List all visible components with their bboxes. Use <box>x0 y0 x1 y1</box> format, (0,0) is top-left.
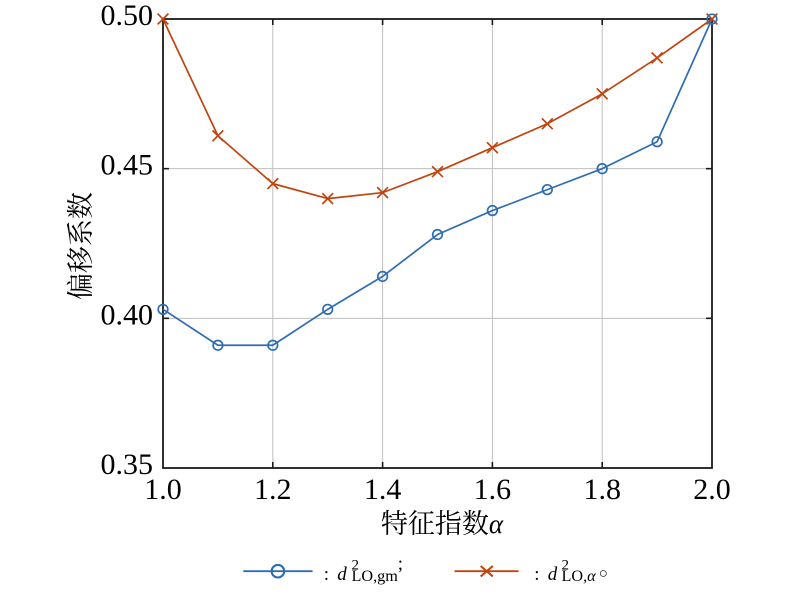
svg-text:: d 2 LO,gm: : d 2 LO,gm ; <box>324 554 403 587</box>
svg-text:2.0: 2.0 <box>693 473 731 506</box>
svg-text:0.45: 0.45 <box>101 149 154 182</box>
svg-text:1.6: 1.6 <box>474 473 512 506</box>
svg-text:1.8: 1.8 <box>583 473 621 506</box>
svg-text:偏移系数: 偏移系数 <box>66 192 96 300</box>
svg-text:特征指数α: 特征指数α <box>381 509 504 539</box>
svg-text:: d 2 LO,α: : d 2 LO,α ○ <box>534 554 608 587</box>
svg-text:1.0: 1.0 <box>144 473 182 506</box>
svg-text:1.2: 1.2 <box>254 473 292 506</box>
svg-text:1.4: 1.4 <box>364 473 402 506</box>
svg-text:0.40: 0.40 <box>101 298 154 331</box>
svg-text:0.50: 0.50 <box>101 0 154 32</box>
